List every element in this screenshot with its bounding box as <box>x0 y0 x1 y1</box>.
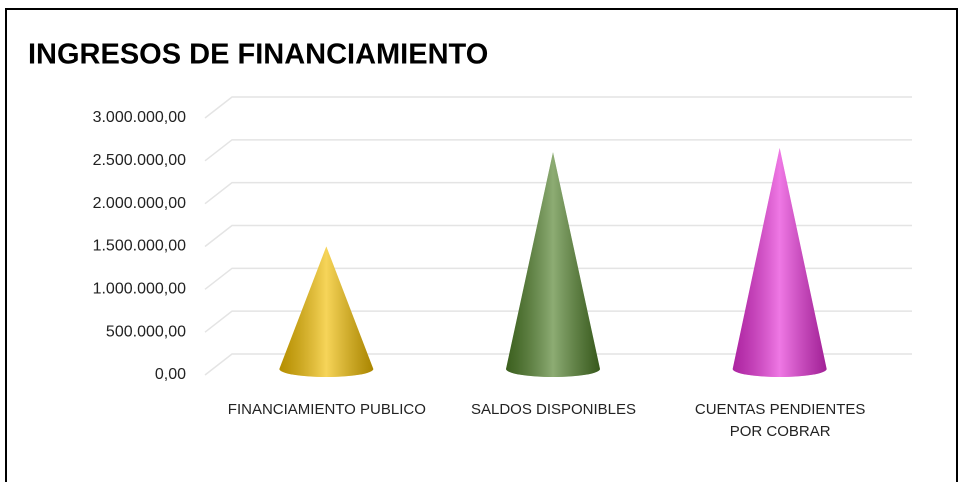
x-tick-label: CUENTAS PENDIENTES POR COBRAR <box>694 401 866 440</box>
y-tick-label: 1.000.000,00 <box>93 281 187 298</box>
y-tick-label: 2.000.000,00 <box>93 195 187 212</box>
y-tick-label: 1.500.000,00 <box>93 238 187 255</box>
grid-line <box>204 181 912 205</box>
y-tick-label: 0,00 <box>155 366 186 383</box>
grid-line <box>204 267 912 290</box>
y-tick-label: 3.000.000,00 <box>93 109 187 126</box>
cone <box>279 246 374 377</box>
cone-shine <box>506 152 600 377</box>
cone-shine <box>732 147 827 377</box>
cone-shine <box>279 246 374 377</box>
y-tick-label: 2.500.000,00 <box>93 152 187 169</box>
chart-title: INGRESOS DE FINANCIAMIENTO <box>28 39 488 71</box>
grid-line <box>204 353 912 376</box>
grid-line <box>204 139 912 162</box>
y-tick-label: 500.000,00 <box>106 323 186 340</box>
grid-line <box>204 224 912 248</box>
cone <box>732 147 827 377</box>
grid-line <box>204 96 912 119</box>
frame-border <box>5 8 958 482</box>
cone <box>506 152 600 377</box>
x-tick-label: FINANCIAMIENTO PUBLICO <box>227 401 426 418</box>
grid-line <box>204 310 912 333</box>
x-tick-label: SALDOS DISPONIBLES <box>470 401 637 418</box>
